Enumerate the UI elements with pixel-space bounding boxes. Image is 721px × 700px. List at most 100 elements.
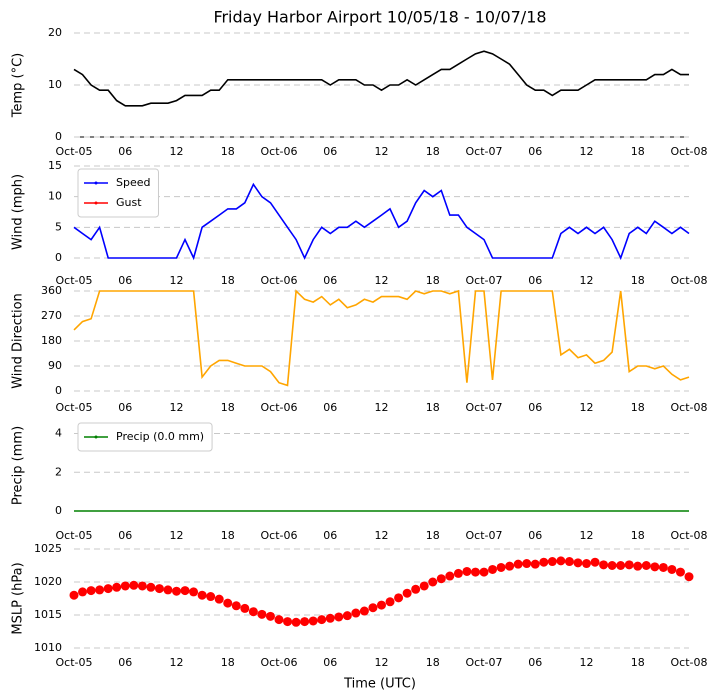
x-tick-label: Oct-05 xyxy=(56,656,93,669)
data-point xyxy=(154,584,164,594)
x-tick-label: Oct-08 xyxy=(671,529,708,542)
x-tick-label: Oct-06 xyxy=(261,656,298,669)
data-point xyxy=(146,582,156,592)
x-tick-label: 06 xyxy=(118,656,132,669)
data-point xyxy=(462,566,472,576)
y-tick-label: 90 xyxy=(48,359,62,372)
x-tick-label: 18 xyxy=(426,401,440,414)
y-axis-label: Precip (mm) xyxy=(11,426,26,505)
x-tick-label: 12 xyxy=(170,529,184,542)
data-point xyxy=(488,564,498,574)
x-tick-label: 06 xyxy=(118,145,132,158)
y-tick-label: 15 xyxy=(48,159,62,172)
data-point xyxy=(240,603,250,613)
data-point xyxy=(334,612,344,622)
x-tick-label: Oct-07 xyxy=(466,145,503,158)
data-point xyxy=(197,590,207,600)
data-point xyxy=(650,562,660,572)
data-point xyxy=(308,616,318,626)
x-tick-label: 06 xyxy=(323,529,337,542)
x-tick-label: Oct-08 xyxy=(671,145,708,158)
x-tick-label: 18 xyxy=(631,656,645,669)
y-tick-label: 10 xyxy=(48,78,62,91)
data-point xyxy=(624,560,634,570)
y-tick-label: 270 xyxy=(41,309,62,322)
x-tick-label: 18 xyxy=(631,145,645,158)
data-point xyxy=(402,588,412,598)
data-point xyxy=(633,561,643,571)
data-point xyxy=(522,559,532,569)
data-point xyxy=(103,584,113,594)
data-point xyxy=(86,586,96,596)
legend-label: Speed xyxy=(116,176,150,189)
x-tick-label: Oct-07 xyxy=(466,656,503,669)
x-tick-label: 12 xyxy=(375,145,389,158)
y-tick-label: 2 xyxy=(55,465,62,478)
y-tick-label: 180 xyxy=(41,334,62,347)
x-tick-label: 12 xyxy=(580,145,594,158)
legend-marker xyxy=(94,181,98,185)
data-line xyxy=(73,289,690,387)
data-point xyxy=(556,556,566,566)
x-tick-label: 12 xyxy=(375,656,389,669)
data-point xyxy=(573,558,583,568)
x-tick-label: 06 xyxy=(323,274,337,287)
legend-box xyxy=(77,422,213,452)
x-tick-label: 06 xyxy=(323,401,337,414)
y-tick-label: 10 xyxy=(48,190,62,203)
data-point xyxy=(599,560,609,570)
data-point xyxy=(411,584,421,594)
data-point xyxy=(342,611,352,621)
x-tick-label: 18 xyxy=(631,529,645,542)
legend-marker xyxy=(94,435,98,439)
y-tick-label: 1010 xyxy=(34,641,62,654)
x-tick-label: Oct-08 xyxy=(671,274,708,287)
data-point xyxy=(377,600,386,610)
y-tick-label: 4 xyxy=(55,427,62,440)
data-point xyxy=(248,607,258,617)
x-tick-label: 06 xyxy=(528,529,542,542)
data-point xyxy=(419,581,429,591)
x-tick-label: 12 xyxy=(580,529,594,542)
x-tick-label: 12 xyxy=(375,274,389,287)
data-point xyxy=(530,559,540,569)
x-tick-label: 18 xyxy=(631,401,645,414)
x-tick-label: Oct-08 xyxy=(671,401,708,414)
y-tick-label: 20 xyxy=(48,26,62,39)
legend-box xyxy=(77,168,159,218)
data-point xyxy=(582,559,591,569)
data-point xyxy=(385,597,395,607)
data-point xyxy=(172,586,181,596)
x-tick-label: 06 xyxy=(323,145,337,158)
data-point xyxy=(394,593,404,603)
data-point xyxy=(223,598,233,608)
x-tick-label: 12 xyxy=(170,274,184,287)
legend-label: Precip (0.0 mm) xyxy=(116,430,204,443)
data-point xyxy=(112,582,122,592)
data-point xyxy=(607,561,617,570)
data-point xyxy=(180,586,190,596)
x-tick-label: 06 xyxy=(528,274,542,287)
x-tick-label: Oct-06 xyxy=(261,529,298,542)
data-point xyxy=(283,617,293,627)
y-tick-label: 1015 xyxy=(34,608,62,621)
data-point xyxy=(257,609,267,619)
data-line xyxy=(73,182,690,261)
data-point xyxy=(351,608,361,618)
x-tick-label: Oct-08 xyxy=(671,656,708,669)
x-tick-label: Oct-05 xyxy=(56,145,93,158)
chart-title: Friday Harbor Airport 10/05/18 - 10/07/1… xyxy=(213,8,546,27)
data-point xyxy=(274,615,284,625)
data-point xyxy=(496,562,506,572)
x-tick-label: 12 xyxy=(170,145,184,158)
x-tick-label: 18 xyxy=(426,145,440,158)
x-tick-label: 18 xyxy=(426,656,440,669)
data-point xyxy=(163,585,173,595)
x-tick-label: 12 xyxy=(375,529,389,542)
x-tick-label: 18 xyxy=(426,274,440,287)
x-tick-label: 18 xyxy=(221,274,235,287)
y-axis-label: Wind Direction xyxy=(11,293,26,389)
data-point xyxy=(539,557,549,567)
x-tick-label: 18 xyxy=(426,529,440,542)
